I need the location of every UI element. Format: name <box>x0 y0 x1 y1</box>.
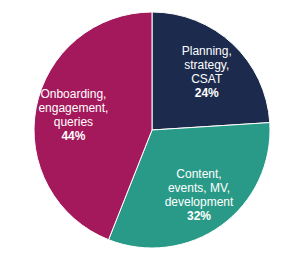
label-line: engagement, <box>38 101 108 115</box>
chart: Planning,strategy,CSAT24% Content,events,… <box>0 0 300 256</box>
data-label: 44% <box>61 129 85 143</box>
slice-label: Planning,strategy,CSAT <box>182 44 232 86</box>
slice <box>152 12 270 130</box>
label-line: Onboarding, <box>40 87 106 101</box>
slice-label: Content,events, MV,development <box>165 167 234 209</box>
labels: Planning,strategy,CSAT24% Content,events,… <box>38 44 234 223</box>
label-line: Content, <box>176 167 221 181</box>
label-line: CSAT <box>191 72 223 86</box>
label-line: events, MV, <box>168 181 230 195</box>
label-line: strategy, <box>184 58 229 72</box>
data-label: 32% <box>187 209 211 223</box>
label-line: Planning, <box>182 44 232 58</box>
slice-label: Onboarding,engagement,queries <box>38 87 108 129</box>
label-line: development <box>165 195 234 209</box>
slice <box>34 12 152 240</box>
label-line: queries <box>54 115 93 129</box>
pie: Planning,strategy,CSAT24% Content,events,… <box>34 12 270 248</box>
data-label: 24% <box>195 86 219 100</box>
